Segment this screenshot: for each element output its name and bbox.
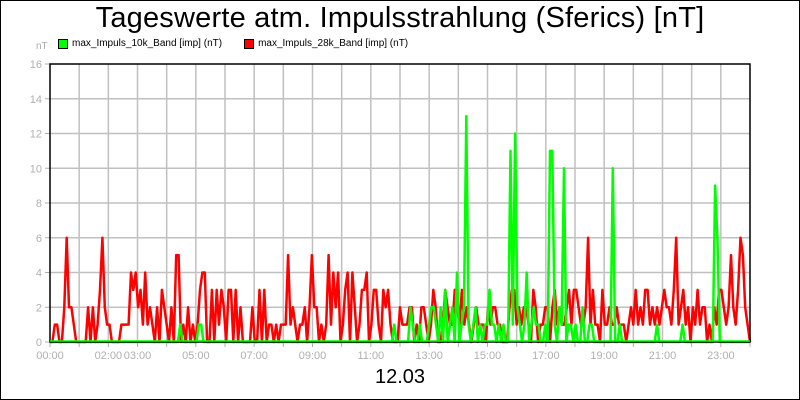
y-tick-label: 16 <box>30 59 42 71</box>
legend-swatch-red <box>244 38 255 49</box>
x-tick-label: 02:00 <box>95 350 123 362</box>
x-tick-label: 09:00 <box>299 350 327 362</box>
x-tick-label: 05:00 <box>182 350 210 362</box>
y-tick-label: 12 <box>30 129 42 141</box>
legend-label-10k: max_Impuls_10k_Band [imp] (nT) <box>72 38 223 49</box>
chart-title: Tageswerte atm. Impulsstrahlung (Sferics… <box>95 2 705 34</box>
x-tick-label: 07:00 <box>240 350 268 362</box>
legend-item-10k: max_Impuls_10k_Band [imp] (nT) <box>58 38 222 49</box>
plot-border <box>49 63 751 343</box>
x-tick-label: 11:00 <box>357 350 384 362</box>
y-tick-label: 8 <box>36 198 42 210</box>
legend-label-28k: max_Impuls_28k_Band [imp] (nT) <box>258 38 409 49</box>
x-tick-label: 03:00 <box>124 350 152 362</box>
y-tick-label: 4 <box>36 268 42 280</box>
y-tick-label: 14 <box>30 94 42 106</box>
y-tick-label: 0 <box>36 337 42 349</box>
y-tick-label: 2 <box>36 302 42 314</box>
series-28k-line <box>50 236 752 344</box>
x-tick-label: 23:00 <box>707 350 735 362</box>
date-label: 12.03 <box>374 366 426 388</box>
x-tick-label: 15:00 <box>474 350 502 362</box>
x-tick-label: 19:00 <box>590 350 618 362</box>
y-tick-label: 6 <box>36 233 42 245</box>
legend: max_Impuls_10k_Band [imp] (nT) max_Impul… <box>58 38 408 49</box>
y-tick-label: 10 <box>30 163 42 175</box>
x-tick-label: 00:00 <box>36 350 64 362</box>
x-tick-label: 21:00 <box>649 350 677 362</box>
legend-swatch-green <box>58 38 68 49</box>
x-tick-label: 13:00 <box>415 350 443 362</box>
x-tick-label: 17:00 <box>532 350 560 362</box>
y-axis-unit: nT <box>36 41 48 52</box>
legend-item-28k: max_Impuls_28k_Band [imp] (nT) <box>244 38 408 49</box>
